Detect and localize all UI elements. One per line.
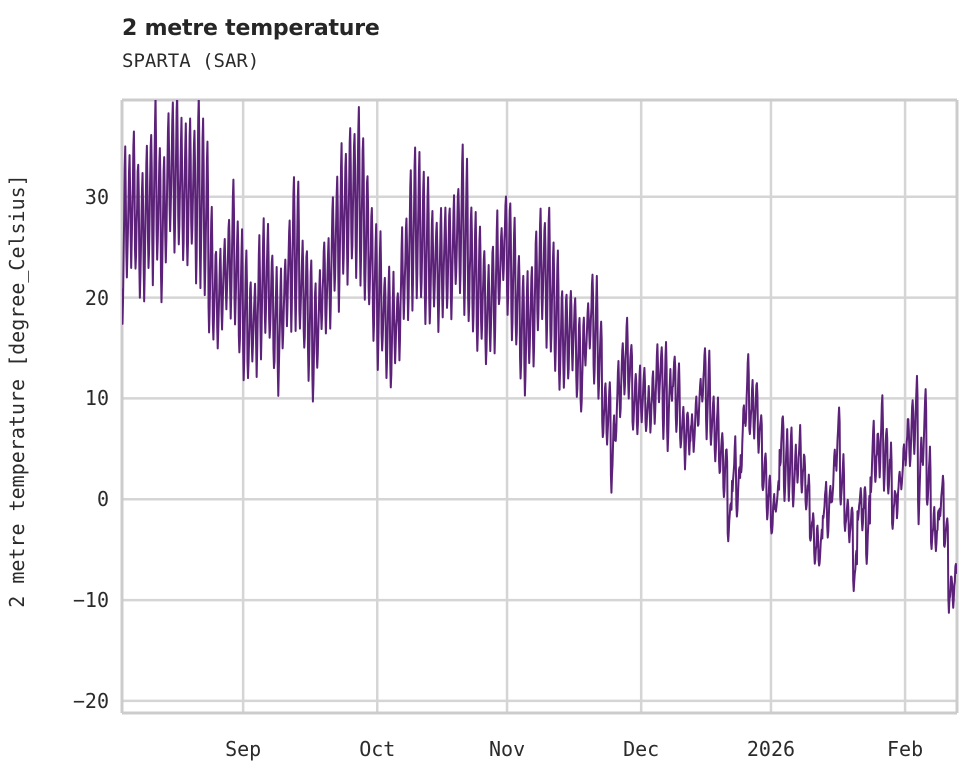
y-tick-label: 30 xyxy=(84,184,109,209)
chart-subtitle: SPARTA (SAR) xyxy=(122,50,260,72)
y-tick-label: −10 xyxy=(72,588,109,613)
y-tick-label: 10 xyxy=(84,386,109,411)
x-tick-label: Sep xyxy=(225,737,262,761)
plot-frame xyxy=(120,98,959,715)
x-tick-label: Feb xyxy=(887,737,924,761)
chart-title: 2 metre temperature xyxy=(122,16,380,41)
x-tick-label: Oct xyxy=(359,737,396,761)
x-tick-label: 2026 xyxy=(746,737,796,761)
x-tick-label: Nov xyxy=(488,737,526,761)
data-series xyxy=(122,100,957,614)
x-tick-label: Dec xyxy=(623,737,660,761)
y-tick-label: 20 xyxy=(84,285,109,310)
grid-lines xyxy=(122,100,957,713)
y-tick-label: 0 xyxy=(96,487,109,512)
y-tick-label: −20 xyxy=(72,688,109,713)
